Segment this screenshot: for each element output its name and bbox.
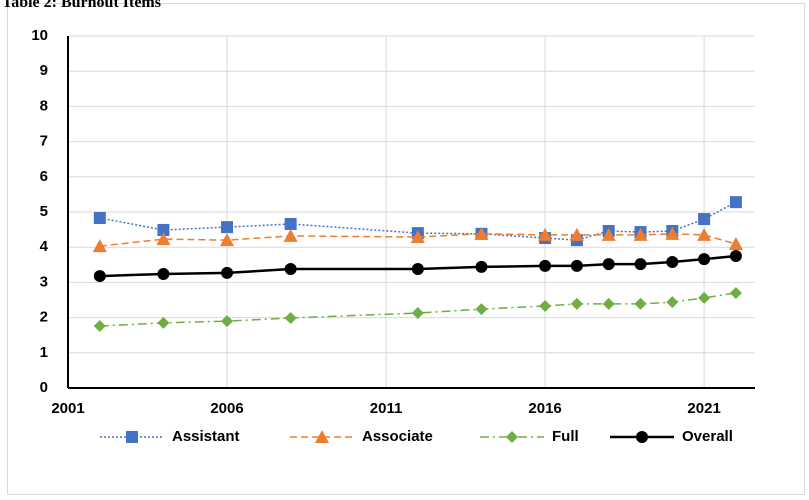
x-tick-label: 2006 bbox=[210, 400, 243, 417]
data-point bbox=[601, 227, 616, 241]
data-point bbox=[538, 227, 553, 241]
data-point bbox=[156, 232, 171, 246]
y-tick-label: 0 bbox=[40, 379, 48, 396]
data-point bbox=[411, 307, 424, 320]
data-point bbox=[284, 217, 297, 230]
data-point bbox=[570, 259, 583, 272]
data-point bbox=[634, 297, 647, 310]
y-tick-label: 6 bbox=[40, 168, 48, 185]
data-point bbox=[220, 233, 235, 247]
y-tick-label: 8 bbox=[40, 97, 48, 114]
data-point bbox=[221, 266, 234, 279]
chart-frame bbox=[7, 3, 805, 495]
legend-label: Full bbox=[552, 428, 579, 445]
y-tick-label: 5 bbox=[40, 203, 48, 220]
data-point bbox=[93, 320, 106, 333]
y-tick-label: 3 bbox=[40, 273, 48, 290]
legend-marker bbox=[315, 430, 329, 443]
data-point bbox=[475, 303, 488, 316]
y-tick-label: 2 bbox=[40, 309, 48, 326]
legend-marker bbox=[126, 431, 138, 443]
x-tick-label: 2021 bbox=[687, 400, 720, 417]
data-point bbox=[539, 299, 552, 312]
data-point bbox=[666, 296, 679, 309]
data-point bbox=[729, 196, 742, 209]
data-point bbox=[157, 267, 170, 280]
data-point bbox=[729, 286, 742, 299]
y-tick-label: 10 bbox=[31, 27, 48, 44]
data-point bbox=[698, 213, 711, 226]
data-point bbox=[570, 297, 583, 310]
data-point bbox=[697, 227, 712, 241]
legend-label: Overall bbox=[682, 428, 733, 445]
data-point bbox=[284, 263, 297, 276]
legend-label: Assistant bbox=[172, 428, 240, 445]
data-point bbox=[411, 263, 424, 276]
x-tick-label: 2016 bbox=[528, 400, 561, 417]
data-point bbox=[602, 297, 615, 310]
legend-marker bbox=[506, 431, 518, 443]
data-point bbox=[634, 258, 647, 271]
x-tick-label: 2011 bbox=[370, 400, 403, 417]
data-point bbox=[474, 226, 489, 240]
legend-label: Associate bbox=[362, 428, 433, 445]
y-tick-label: 9 bbox=[40, 62, 48, 79]
data-point bbox=[157, 223, 170, 236]
data-point bbox=[602, 258, 615, 271]
data-point bbox=[729, 250, 742, 262]
data-point bbox=[93, 270, 106, 283]
data-point bbox=[92, 239, 107, 253]
data-point bbox=[569, 227, 584, 241]
data-point bbox=[283, 228, 298, 242]
data-point bbox=[410, 229, 425, 243]
y-tick-label: 7 bbox=[40, 133, 48, 150]
y-tick-label: 4 bbox=[40, 238, 49, 255]
data-point bbox=[475, 260, 488, 273]
data-point bbox=[157, 316, 170, 329]
chart-title: Table 2: Burnout Items bbox=[2, 0, 161, 11]
data-point bbox=[698, 291, 711, 304]
y-tick-label: 1 bbox=[40, 344, 48, 361]
data-point bbox=[666, 255, 679, 268]
data-point bbox=[93, 211, 106, 224]
data-point bbox=[221, 315, 234, 328]
data-point bbox=[728, 237, 743, 251]
data-point bbox=[284, 311, 297, 324]
data-point bbox=[665, 226, 680, 240]
legend-marker bbox=[636, 431, 648, 443]
data-point bbox=[539, 259, 552, 272]
data-point bbox=[698, 253, 711, 266]
data-point bbox=[633, 227, 648, 241]
x-tick-label: 2001 bbox=[51, 400, 84, 417]
data-point bbox=[221, 221, 234, 234]
